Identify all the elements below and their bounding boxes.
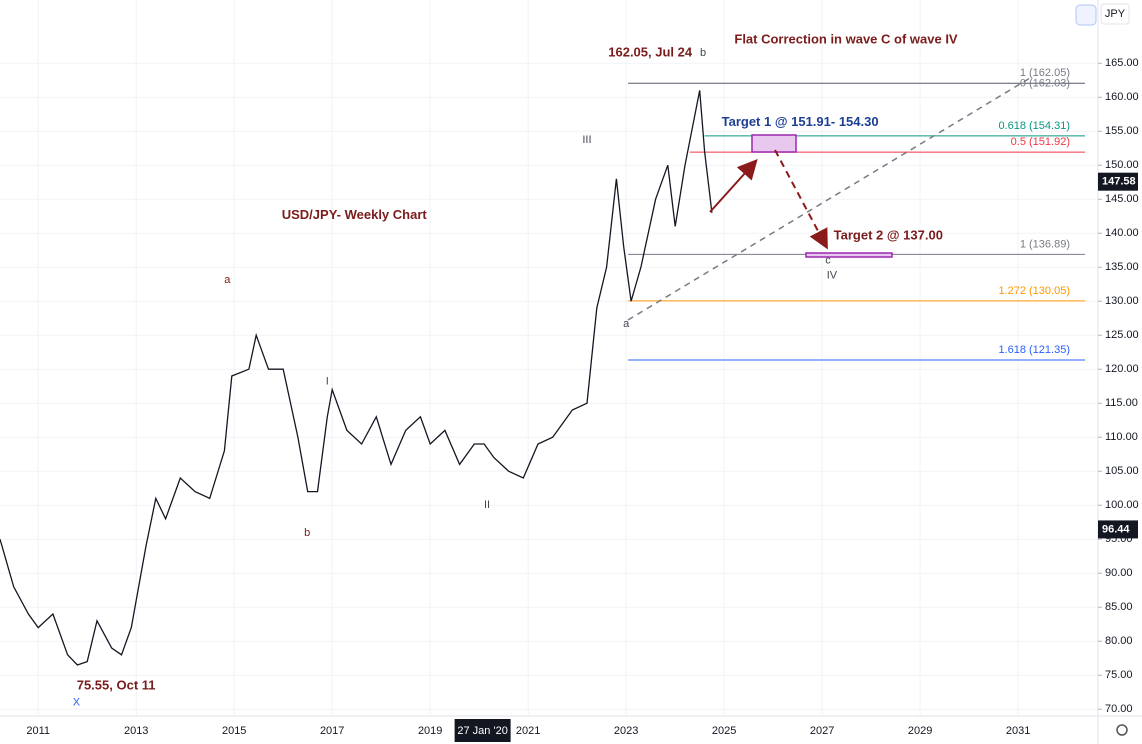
y-tick-label: 140.00 xyxy=(1105,227,1139,239)
axes: 70.0075.0080.0085.0090.0095.00100.00105.… xyxy=(26,57,1139,742)
x-tick-label: 2021 xyxy=(516,725,540,737)
x-tick-label: 2015 xyxy=(222,725,246,737)
annotation: Target 2 @ 137.00 xyxy=(834,227,943,242)
y-tick-label: 115.00 xyxy=(1105,397,1138,409)
x-marker-label: 27 Jan '20 xyxy=(457,725,507,737)
y-tick-label: 90.00 xyxy=(1105,567,1133,579)
annotation: b xyxy=(700,47,706,59)
fib-label: 0 (162.03) xyxy=(1020,77,1070,89)
x-marker-box xyxy=(454,719,511,742)
auto-scale-button[interactable] xyxy=(1075,4,1097,26)
annotation: b xyxy=(304,527,310,539)
target-box xyxy=(751,134,797,153)
arrow xyxy=(774,149,828,250)
y-tick-label: 165.00 xyxy=(1105,57,1139,69)
annotation: 75.55, Oct 11 xyxy=(77,678,156,693)
annotation: c xyxy=(825,254,831,266)
settings-button[interactable] xyxy=(1116,724,1128,736)
annotation: II xyxy=(484,499,490,511)
annotation: a xyxy=(224,274,231,286)
price-tag-label: 96.44 xyxy=(1102,523,1130,535)
annotation: Target 1 @ 151.91- 154.30 xyxy=(722,114,879,129)
y-tick-label: 105.00 xyxy=(1105,465,1139,477)
fib-label: 1 (162.05) xyxy=(1020,67,1070,79)
price-line xyxy=(0,90,713,666)
currency-button[interactable] xyxy=(1100,3,1130,25)
y-tick-label: 130.00 xyxy=(1105,295,1139,307)
x-tick-label: 2017 xyxy=(320,725,344,737)
price-tag xyxy=(1098,172,1138,191)
arrow xyxy=(709,159,758,213)
currency-label: JPY xyxy=(1105,8,1126,20)
x-tick-label: 2025 xyxy=(712,725,736,737)
y-tick-label: 110.00 xyxy=(1105,431,1138,443)
y-tick-label: 100.00 xyxy=(1105,499,1139,511)
y-tick-label: 80.00 xyxy=(1105,635,1133,647)
annotation: X xyxy=(73,696,81,708)
y-tick-label: 145.00 xyxy=(1105,193,1139,205)
fib-label: 0.5 (151.92) xyxy=(1011,136,1070,148)
x-tick-label: 2019 xyxy=(418,725,442,737)
price-tag-label: 147.58 xyxy=(1102,176,1136,188)
fib-label: 1 (136.89) xyxy=(1020,238,1070,250)
annotation: USD/JPY- Weekly Chart xyxy=(282,207,428,222)
fib-label: 1.618 (121.35) xyxy=(998,344,1070,356)
y-tick-label: 70.00 xyxy=(1105,703,1133,715)
target-box xyxy=(805,252,893,258)
fib-label: 1.272 (130.05) xyxy=(998,285,1070,297)
fib-label: 0.618 (154.31) xyxy=(998,120,1070,132)
y-tick-label: 160.00 xyxy=(1105,91,1139,103)
trend-line xyxy=(627,77,1031,321)
annotation: 162.05, Jul 24 xyxy=(608,44,693,59)
x-tick-label: 2027 xyxy=(810,725,834,737)
annotation: III xyxy=(582,134,591,146)
y-tick-label: 120.00 xyxy=(1105,363,1139,375)
annotation: I xyxy=(326,375,329,387)
x-tick-label: 2031 xyxy=(1006,725,1030,737)
price-tag xyxy=(1098,520,1138,539)
y-tick-label: 85.00 xyxy=(1105,601,1133,613)
y-tick-label: 150.00 xyxy=(1105,159,1139,171)
annotation: IV xyxy=(827,269,838,281)
chart-title: Flat Correction in wave C of wave IV xyxy=(734,31,958,46)
y-tick-label: 155.00 xyxy=(1105,125,1139,137)
y-tick-label: 75.00 xyxy=(1105,669,1133,681)
x-tick-label: 2023 xyxy=(614,725,638,737)
x-tick-label: 2029 xyxy=(908,725,932,737)
x-tick-label: 2013 xyxy=(124,725,148,737)
y-tick-label: 135.00 xyxy=(1105,261,1139,273)
y-tick-label: 125.00 xyxy=(1105,329,1139,341)
plot: 1 (162.05)0 (162.03) 0.618 (154.31) 0.5 (1… xyxy=(0,44,1085,708)
grid xyxy=(0,0,1098,716)
x-tick-label: 2011 xyxy=(26,725,50,737)
annotation: a xyxy=(623,318,630,330)
